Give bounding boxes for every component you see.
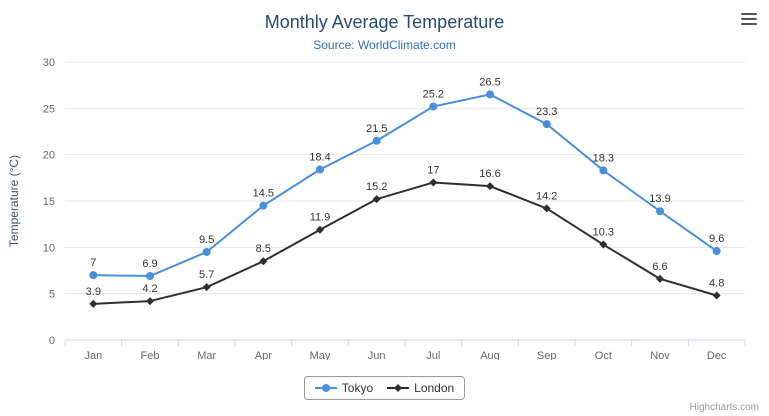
data-label: 10.3 [593,227,614,239]
data-label: 11.9 [310,212,331,224]
data-point-tokyo[interactable] [202,247,211,256]
data-point-tokyo[interactable] [599,166,608,175]
y-axis-label: 30 [43,57,55,69]
data-point-london[interactable] [202,283,211,292]
data-label: 9.6 [709,233,724,245]
data-label: 18.4 [309,151,330,163]
data-label: 18.3 [593,152,614,164]
series-line-tokyo [93,93,718,278]
legend-label-tokyo: Tokyo [341,381,374,395]
y-axis-label: 10 [43,242,55,254]
data-point-tokyo[interactable] [259,201,268,210]
data-label: 3.9 [86,286,101,298]
data-label: 14.5 [253,188,274,200]
london-legend-marker-icon [387,384,410,392]
data-point-tokyo[interactable] [89,271,98,280]
highcharts-credits-link[interactable]: Highcharts.com [689,402,759,413]
data-label: 4.8 [709,278,724,290]
x-axis-label: May [310,350,331,360]
data-point-london[interactable] [656,274,664,283]
data-point-tokyo[interactable] [486,90,494,99]
data-point-london[interactable] [542,204,551,213]
chart-subtitle: Source: WorldClimate.com [313,38,456,52]
line-chart-plot: 0 5 10 15 20 25 30 Jan Feb Mar Apr May Jun Jul Aug Sep O… [7,57,746,360]
x-axis-label: Aug [480,350,500,360]
data-point-tokyo[interactable] [542,120,551,129]
data-label: 8.5 [256,243,271,255]
data-label: 9.5 [199,234,214,246]
x-axis-label: Nov [650,350,670,360]
x-axis-label: Jun [368,350,386,360]
data-point-tokyo[interactable] [712,247,721,256]
data-label: 26.5 [479,76,500,88]
data-point-london[interactable] [712,291,721,300]
y-axis-label: 20 [43,150,55,162]
data-label: 5.7 [199,269,214,281]
data-label: 23.3 [536,106,557,118]
x-axis-label: Dec [707,350,727,360]
legend-item-london[interactable]: London [387,381,454,395]
data-label: 14.2 [536,190,557,202]
data-label: 6.9 [142,258,157,270]
x-axis-label: Mar [197,350,216,360]
data-label: 16.6 [479,168,500,180]
data-point-london[interactable] [599,240,608,249]
x-axis-label: Apr [255,350,272,360]
legend: Tokyo London [0,376,769,400]
chart-title: Monthly Average Temperature [264,12,505,32]
series-line-london [93,181,717,305]
x-axis-label: Feb [141,350,160,360]
data-point-tokyo[interactable] [656,207,664,216]
x-axis-label: Jan [84,350,102,360]
data-point-london[interactable] [259,257,268,266]
data-label: 25.2 [423,88,444,100]
data-label: 7 [90,257,96,269]
y-axis-label: 15 [43,196,55,208]
data-label: 21.5 [366,123,387,135]
data-point-london[interactable] [146,297,154,306]
data-point-london[interactable] [316,225,324,234]
data-point-london[interactable] [89,299,98,308]
data-point-london[interactable] [429,178,438,187]
data-point-tokyo[interactable] [372,136,381,145]
data-label: 15.2 [366,181,387,193]
y-axis-label: 5 [49,289,55,301]
data-label: 4.2 [142,283,157,295]
data-label: 13.9 [649,193,670,205]
hamburger-menu-icon[interactable] [741,13,757,25]
data-point-tokyo[interactable] [146,272,154,281]
x-axis-label: Sep [537,350,557,360]
data-point-tokyo[interactable] [316,165,324,174]
data-point-tokyo[interactable] [429,102,438,111]
x-axis-label: Oct [595,350,612,360]
data-point-london[interactable] [372,195,381,204]
x-axis-label: Jul [426,350,440,360]
data-label: 6.6 [652,261,667,273]
y-axis-label: 25 [43,103,55,115]
data-label: 17 [427,164,439,176]
y-axis-label: 0 [49,335,55,347]
legend-label-london: London [414,381,455,395]
tokyo-legend-marker-icon [314,384,337,392]
legend-item-tokyo[interactable]: Tokyo [314,381,374,395]
y-axis-title: Temperature (°C) [7,155,21,247]
data-point-london[interactable] [486,182,494,191]
